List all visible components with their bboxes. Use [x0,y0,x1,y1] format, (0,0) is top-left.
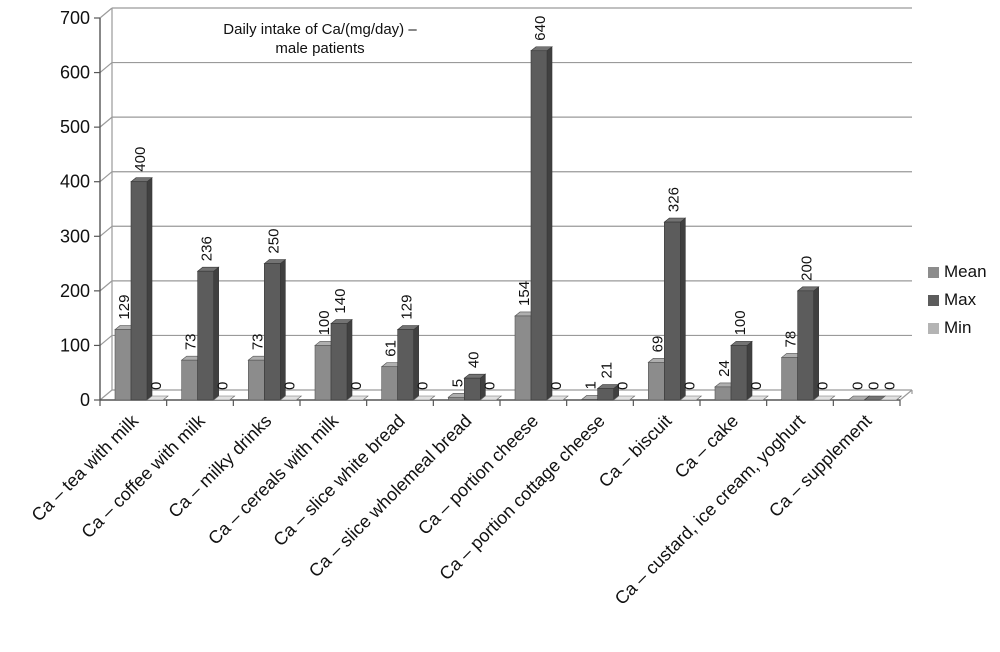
data-label-mean: 154 [516,281,533,306]
data-label-min: 0 [281,382,298,390]
bar-min [146,395,169,401]
bar-min [212,395,236,401]
data-label-mean: 100 [316,310,333,335]
data-label-min: 0 [748,382,765,390]
chart-title-line-1: Daily intake of Ca/(mg/day) – [223,21,417,38]
x-tick-label: Ca – cake [671,411,742,482]
data-label-max: 640 [532,16,549,41]
gridline-side [99,334,113,346]
data-label-max: 140 [332,289,349,314]
data-label-mean: 24 [716,360,733,377]
data-label-max: 200 [799,256,816,281]
data-label-max: 21 [599,362,616,379]
y-tick-label: 0 [80,390,90,410]
data-label-min: 0 [615,382,632,390]
data-label-mean: 1 [583,381,600,389]
data-label-mean: 0 [849,382,866,390]
y-tick-label: 600 [60,63,90,83]
data-label-min: 0 [148,382,165,390]
bar-min [346,395,369,401]
bar-max [663,217,687,401]
bar-min [412,395,436,401]
data-label-mean: 73 [183,333,200,350]
gridline-side [99,7,113,19]
floor-right-edge [899,389,913,401]
data-label-max: 236 [199,236,216,261]
bar-max [730,340,753,401]
y-tick-label: 400 [60,172,90,192]
bar-max [196,266,220,401]
data-label-mean: 69 [649,336,666,353]
data-label-max: 0 [865,382,882,390]
legend-label-mean: Mean [944,262,987,281]
bar-min [879,395,903,401]
data-label-min: 0 [348,382,365,390]
y-tick-label: 100 [60,335,90,355]
y-tick-label: 200 [60,281,90,301]
bar-max [330,318,353,401]
bar-max [463,373,487,401]
bar-min [546,395,569,401]
x-tick-label: Ca – coffee with milk [77,410,209,542]
gridline-side [99,225,113,237]
gridline-side [99,389,113,401]
bar-max [130,177,153,401]
data-label-mean: 73 [249,333,266,350]
bar-max [796,286,820,401]
gridline-side [99,280,113,292]
bar-min [479,395,503,401]
data-label-mean: 129 [116,295,133,320]
bar-max [396,324,420,401]
bar-min [279,395,303,401]
bar-max [596,383,620,401]
y-axis-ticks: 0 100 200 300 400 500 600 700 [60,8,100,410]
gridline-side [99,116,113,128]
x-tick-label: Ca – portion cheese [414,411,542,539]
axes [99,8,913,406]
data-label-max: 250 [265,229,282,254]
data-label-mean: 78 [783,331,800,348]
data-label-mean: 61 [383,340,400,357]
data-label-min: 0 [681,382,698,390]
data-label-max: 129 [399,295,416,320]
data-label-min: 0 [548,382,565,390]
bar-min [612,395,636,401]
y-tick-label: 700 [60,8,90,28]
bar-max [530,46,553,401]
data-label-max: 400 [132,147,149,172]
data-label-min: 0 [815,382,832,390]
data-label-max: 40 [465,351,482,368]
y-tick-label: 500 [60,117,90,137]
gridlines [99,7,912,401]
bars [114,46,903,401]
data-label-min: 0 [415,382,432,390]
legend-swatch-min [928,323,939,334]
bar-min [812,395,836,401]
chart-title-line-2: male patients [275,40,365,57]
x-tick-label: Ca – slice white bread [269,411,408,550]
gridline-side [99,62,113,74]
bar-max [263,258,287,401]
data-label-min: 0 [881,382,898,390]
data-label-mean: 5 [449,379,466,387]
legend-label-max: Max [944,290,977,309]
data-label-min: 0 [215,382,232,390]
chart-title: Daily intake of Ca/(mg/day) – male patie… [180,20,460,58]
data-label-min: 0 [481,382,498,390]
gridline-side [99,171,113,183]
data-label-max: 326 [665,187,682,212]
legend-swatch-max [928,295,939,306]
bar-min [679,395,703,401]
legend-label-min: Min [944,318,972,337]
x-tick-label: Ca – cereals with milk [204,410,343,549]
bar-min [746,395,769,401]
y-tick-label: 300 [60,226,90,246]
data-label-max: 100 [732,310,749,335]
legend-swatch-mean [928,267,939,278]
x-tick-label: Ca – biscuit [595,411,676,492]
